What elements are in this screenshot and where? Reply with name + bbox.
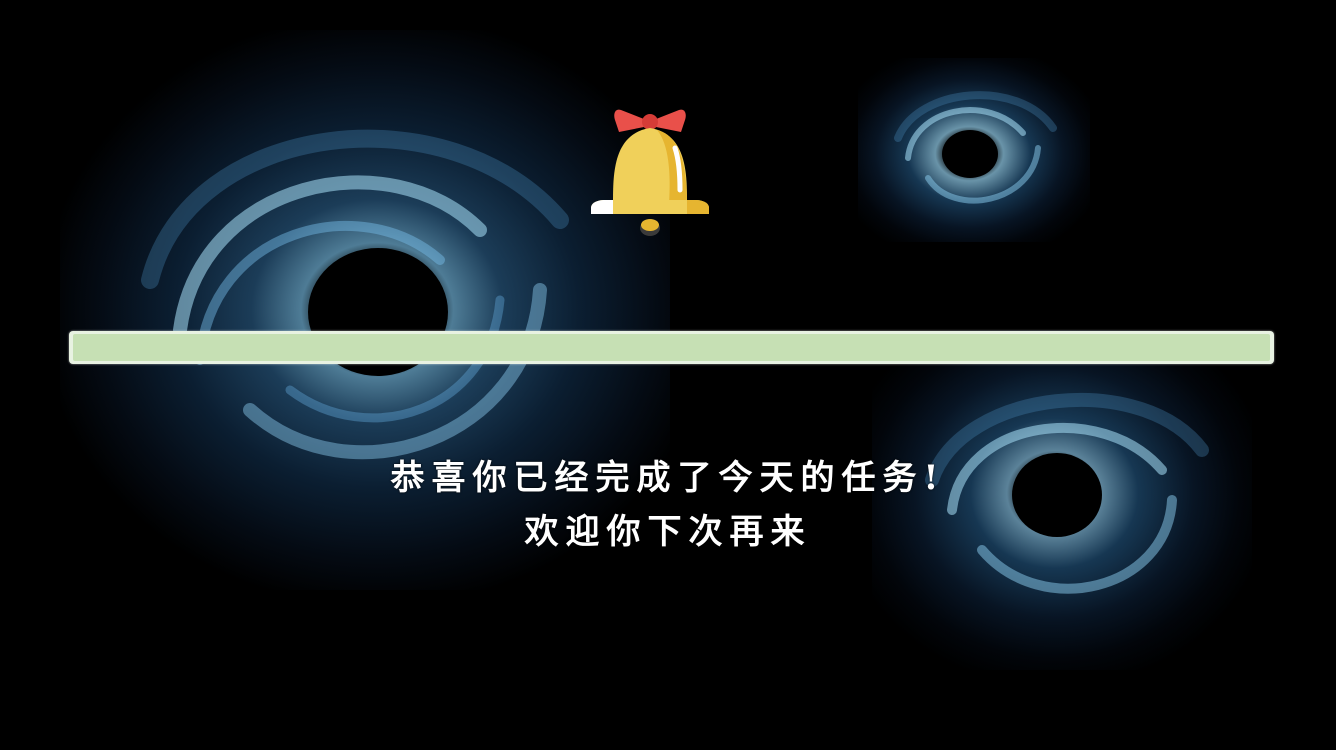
task-progress-bar: [69, 331, 1274, 364]
welcome-back-message: 欢迎你下次再来: [524, 512, 812, 552]
bell-icon: [583, 104, 717, 238]
vortex-bottom-right-image: [872, 330, 1252, 670]
vortex-top-right-image: [858, 58, 1090, 242]
task-progress-fill: [73, 334, 1270, 361]
congratulations-message: 恭喜你已经完成了今天的任务!: [390, 458, 946, 498]
